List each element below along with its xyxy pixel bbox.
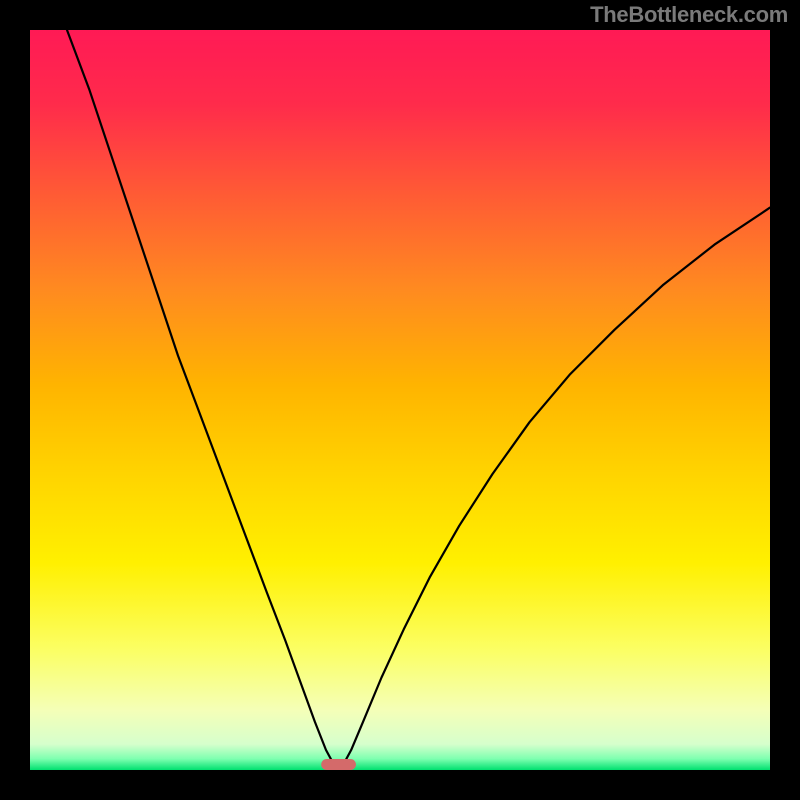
valley-marker [321,759,356,770]
watermark: TheBottleneck.com [590,2,788,28]
gradient-panel [30,30,770,770]
